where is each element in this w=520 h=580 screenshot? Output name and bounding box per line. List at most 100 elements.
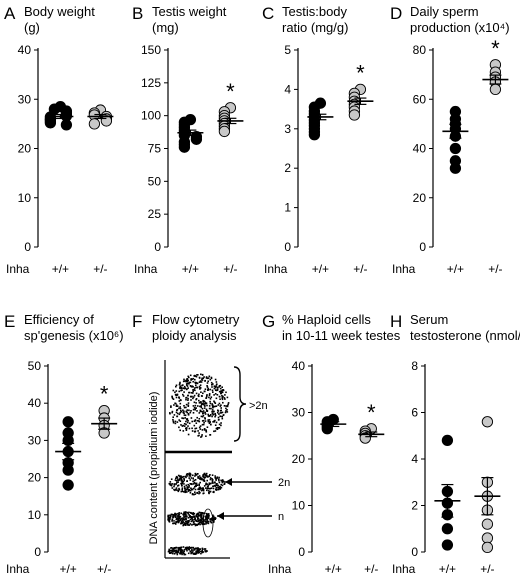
- flow-dot: [169, 517, 172, 519]
- flow-dot: [172, 513, 174, 516]
- flow-dot: [184, 475, 187, 478]
- flow-dot: [188, 475, 191, 477]
- flow-dot: [188, 524, 191, 526]
- flow-dot: [218, 413, 220, 415]
- flow-dot: [220, 392, 223, 395]
- flow-dot: [185, 380, 187, 383]
- significance-star: *: [100, 382, 109, 407]
- flow-dot: [196, 484, 199, 486]
- flow-dot: [180, 490, 183, 493]
- flow-dot: [203, 429, 206, 431]
- flow-dot: [209, 478, 212, 481]
- flow-dot: [185, 476, 187, 479]
- flow-dot: [186, 486, 189, 488]
- flow-dot: [213, 490, 215, 493]
- flow-dot: [178, 419, 180, 421]
- flow-dot: [203, 476, 206, 478]
- flow-dot: [200, 415, 203, 418]
- flow-dot: [199, 477, 201, 480]
- flow-dot: [185, 403, 188, 406]
- flow-dot: [190, 392, 193, 394]
- flow-dot: [221, 415, 223, 418]
- flow-dot: [196, 386, 199, 389]
- flow-dot: [207, 485, 209, 488]
- panel-subtitle-F: ploidy analysis: [152, 328, 237, 343]
- flow-dot: [173, 404, 175, 406]
- flow-dot: [186, 427, 188, 429]
- flow-dot: [200, 381, 203, 383]
- flow-dot: [174, 420, 177, 423]
- flow-dot: [215, 405, 218, 407]
- flow-dot: [209, 388, 212, 391]
- flow-dot: [211, 410, 213, 413]
- flow-dot: [208, 396, 210, 399]
- flow-dot: [205, 376, 208, 378]
- flow-dot: [185, 397, 187, 399]
- flow-dot: [182, 409, 184, 411]
- panel-title-B: Testis weight: [152, 4, 227, 19]
- flow-dot: [201, 478, 203, 480]
- flow-dot: [203, 472, 206, 475]
- flow-dot: [184, 512, 186, 514]
- flow-dot: [186, 549, 188, 552]
- y-tick-label: 0: [284, 240, 291, 254]
- data-point: [60, 119, 73, 131]
- flow-dot: [197, 518, 199, 521]
- flow-dot: [199, 381, 201, 383]
- flow-dot: [187, 397, 189, 400]
- flow-dot: [179, 518, 182, 520]
- flow-dot: [168, 549, 170, 551]
- flow-dot: [219, 415, 221, 418]
- flow-dot: [215, 484, 217, 487]
- flow-dot: [197, 519, 200, 522]
- flow-dot: [182, 417, 185, 420]
- flow-dot: [179, 386, 181, 389]
- flow-dot: [207, 420, 210, 423]
- panel-subtitle-H: testosterone (nmol/l): [410, 328, 520, 343]
- data-point: [190, 133, 203, 145]
- flow-dot: [171, 519, 173, 521]
- flow-dot: [223, 483, 226, 485]
- flow-dot: [187, 405, 190, 407]
- flow-dot: [178, 487, 180, 490]
- flow-dot: [191, 524, 193, 526]
- flow-dot: [207, 517, 209, 519]
- flow-dot: [176, 489, 178, 491]
- flow-dot: [204, 418, 206, 420]
- y-tick-label: 0: [154, 240, 161, 254]
- flow-dot: [209, 487, 212, 490]
- flow-dot: [198, 393, 200, 396]
- flow-dot: [195, 407, 197, 409]
- flow-dot: [185, 427, 187, 430]
- gate-ellipse: [202, 508, 214, 538]
- y-tick-label: 80: [413, 43, 427, 57]
- flow-dot: [185, 388, 188, 391]
- flow-dot: [172, 398, 175, 400]
- flow-dot: [222, 414, 225, 417]
- flow-dot: [197, 473, 199, 475]
- flow-dot: [194, 486, 196, 488]
- flow-dot: [217, 404, 220, 406]
- flow-dot: [203, 403, 206, 405]
- flow-dot: [194, 524, 197, 527]
- flow-dot: [177, 521, 180, 524]
- flow-dot: [185, 410, 187, 413]
- flow-dot: [198, 420, 201, 423]
- flow-dot: [176, 520, 179, 523]
- flow-dot: [212, 413, 215, 415]
- flow-dot: [168, 517, 170, 519]
- flow-dot: [187, 489, 190, 491]
- flow-dot: [183, 425, 186, 427]
- flow-dot: [178, 407, 180, 410]
- flow-dot: [181, 485, 183, 487]
- flow-dot: [206, 518, 209, 521]
- flow-dot: [212, 515, 215, 518]
- flow-dot: [203, 492, 205, 494]
- flow-dot: [183, 478, 185, 481]
- flow-dot: [189, 411, 192, 414]
- flow-dot: [185, 511, 187, 513]
- flow-dot: [196, 549, 198, 551]
- flow-dot: [171, 487, 174, 489]
